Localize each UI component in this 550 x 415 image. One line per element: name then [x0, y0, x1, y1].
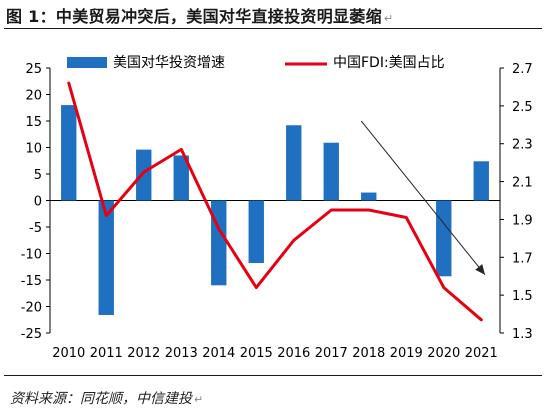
right-axis-ticks: 2.7 2.5 2.3 2.1 1.9 1.7 1.5 1.3: [500, 62, 533, 342]
left-tick-label: 25: [25, 62, 42, 77]
right-tick-label: 2.1: [512, 176, 533, 191]
source-note: 资料来源：同花顺，中信建投 ↵: [10, 391, 204, 407]
right-tick-label: 2.5: [512, 100, 533, 115]
bar: [173, 155, 189, 201]
legend: 美国对华投资增速 中国FDI:美国占比: [67, 55, 445, 71]
bar: [286, 125, 302, 201]
right-tick-label: 1.9: [512, 213, 533, 228]
left-tick-label: 0: [34, 195, 42, 210]
chart-title: 图 1：中美贸易冲突后，美国对华直接投资明显萎缩 ↵: [6, 7, 394, 26]
x-tick-label: 2013: [165, 346, 198, 361]
bar: [136, 149, 152, 201]
right-tick-label: 1.5: [512, 289, 533, 304]
return-mark-icon: ↵: [194, 393, 204, 406]
x-tick-label: 2016: [277, 346, 310, 361]
left-tick-label: 10: [25, 142, 42, 157]
left-tick-label: -20: [21, 301, 42, 316]
bar: [323, 142, 339, 201]
left-tick-label: 20: [25, 89, 42, 104]
left-tick-label: -15: [21, 274, 42, 289]
line-series: [67, 81, 483, 322]
legend-swatch-bar: [67, 57, 107, 68]
left-tick-label: 5: [34, 168, 42, 183]
left-tick-label: -5: [29, 221, 42, 236]
bar: [436, 200, 452, 277]
x-tick-label: 2020: [427, 346, 460, 361]
right-tick-label: 1.7: [512, 251, 533, 266]
left-tick-label: -25: [21, 327, 42, 342]
x-tick-label: 2021: [465, 346, 498, 361]
x-tick-label: 2014: [202, 346, 235, 361]
x-tick-label: 2017: [315, 346, 348, 361]
source-rule: [4, 375, 542, 376]
bar: [248, 200, 264, 264]
left-axis-ticks: 25 20 15 10 5 0 -5 -10 -15 -20 -25: [21, 62, 50, 342]
title-rule: [4, 28, 542, 29]
x-tick-label: 2018: [352, 346, 385, 361]
x-tick-label: 2012: [127, 346, 160, 361]
series-line: [67, 81, 483, 322]
bar: [61, 105, 77, 201]
x-tick-label: 2015: [240, 346, 273, 361]
x-axis-labels: 2010 2011 2012 2013 2014 2015 2016 2017 2018 2019…: [52, 346, 498, 361]
bar: [361, 192, 377, 201]
left-tick-label: 15: [25, 115, 42, 130]
arrow-head: [475, 264, 485, 275]
right-tick-label: 1.3: [512, 327, 533, 342]
x-tick-label: 2011: [90, 346, 123, 361]
bar-series: [61, 105, 489, 315]
trend-arrow: [360, 120, 486, 276]
arrow-shaft: [360, 120, 486, 276]
bar: [98, 200, 114, 315]
return-mark-icon: ↵: [383, 12, 394, 25]
right-tick-label: 2.7: [512, 62, 533, 77]
right-tick-label: 2.3: [512, 138, 533, 153]
left-tick-label: -10: [21, 248, 42, 263]
legend-label-line: 中国FDI:美国占比: [333, 55, 445, 71]
x-tick-label: 2019: [390, 346, 423, 361]
x-tick-label: 2010: [52, 346, 85, 361]
bar: [211, 200, 227, 286]
legend-label-bar: 美国对华投资增速: [113, 55, 225, 71]
bar: [473, 161, 489, 201]
